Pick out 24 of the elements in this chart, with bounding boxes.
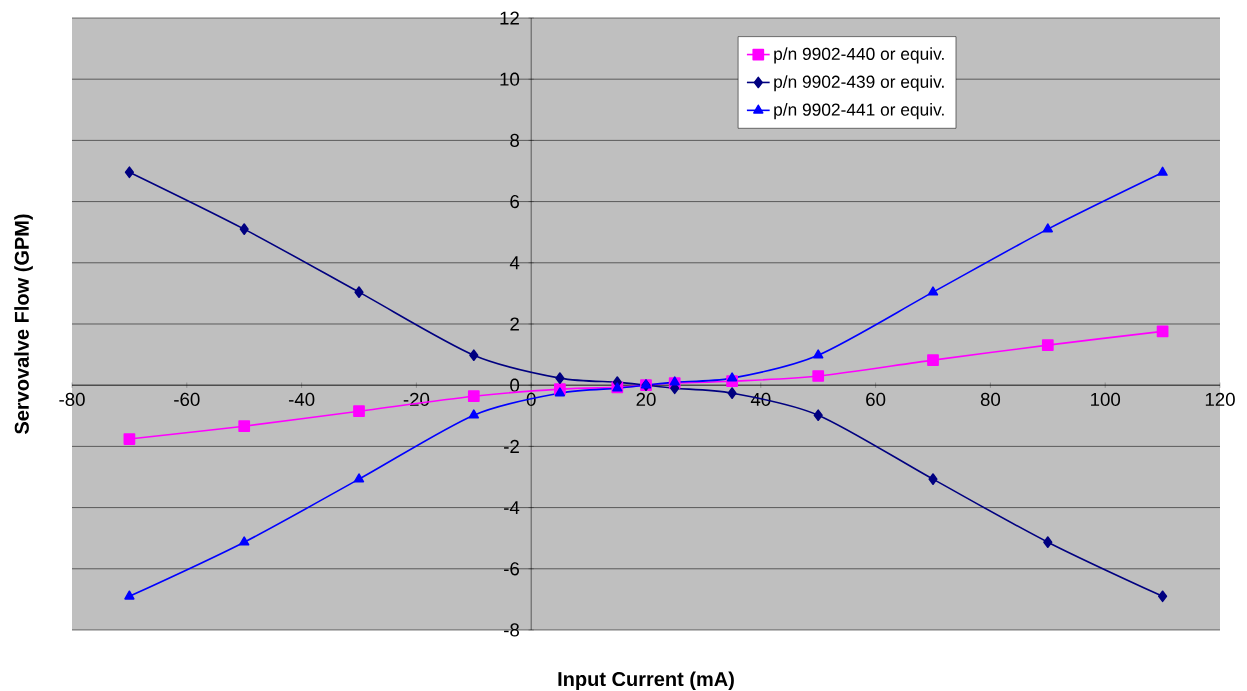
legend-label: p/n 9902-441 or equiv. bbox=[774, 103, 944, 120]
y-tick-label: 4 bbox=[509, 256, 520, 270]
y-tick-label: 10 bbox=[500, 72, 520, 86]
y-tick-label: -6 bbox=[504, 562, 519, 576]
y-tick-label: 8 bbox=[510, 133, 520, 147]
y-tick-label: 6 bbox=[510, 194, 519, 209]
y-tick-label: -2 bbox=[504, 439, 519, 453]
y-tick-label: 12 bbox=[500, 11, 519, 25]
x-tick-label: -80 bbox=[59, 392, 85, 407]
x-tick-label: 20 bbox=[636, 392, 656, 407]
x-tick-label: -20 bbox=[403, 392, 430, 407]
x-tick-label: 60 bbox=[866, 392, 886, 407]
y-tick-label: -4 bbox=[504, 501, 520, 515]
legend-label: p/n 9902-440 or equiv. bbox=[774, 47, 944, 64]
x-tick-label: -40 bbox=[288, 392, 315, 407]
y-axis-title: Servovalve Flow (GPM) bbox=[14, 214, 33, 434]
y-tick-label: -8 bbox=[504, 623, 520, 637]
y-tick-label: 2 bbox=[510, 317, 519, 331]
x-axis-title: Input Current (mA) bbox=[558, 671, 734, 691]
x-tick-label: 100 bbox=[1091, 392, 1121, 407]
x-tick-label: 80 bbox=[980, 392, 1001, 407]
x-tick-label: 120 bbox=[1205, 392, 1235, 407]
legend-label: p/n 9902-439 or equiv. bbox=[774, 75, 944, 92]
x-tick-label: -60 bbox=[174, 392, 200, 407]
